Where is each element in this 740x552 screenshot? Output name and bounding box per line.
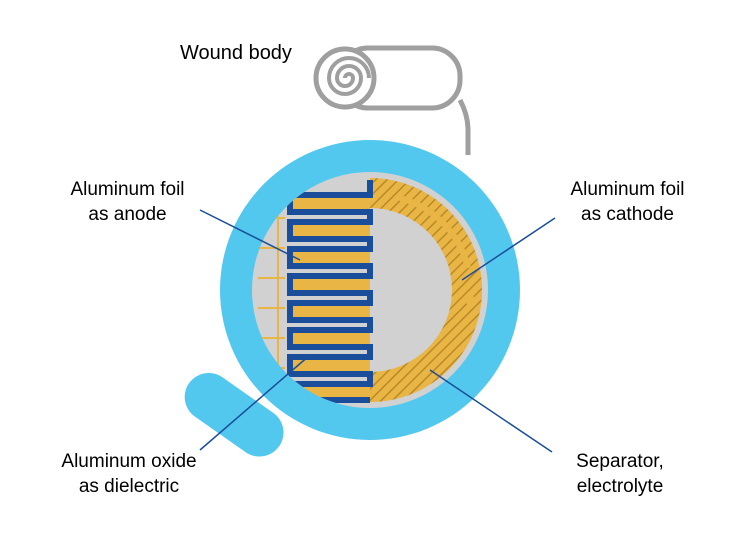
label-separator: Separator,electrolyte <box>550 450 690 499</box>
wound-roll-icon <box>316 48 468 155</box>
label-cathode: Aluminum foilas cathode <box>550 178 705 227</box>
label-wound-body: Wound body <box>180 40 292 66</box>
label-dielectric: Aluminum oxideas dielectric <box>44 450 214 499</box>
label-anode: Aluminum foilas anode <box>50 178 205 227</box>
anode-teeth <box>290 180 370 400</box>
